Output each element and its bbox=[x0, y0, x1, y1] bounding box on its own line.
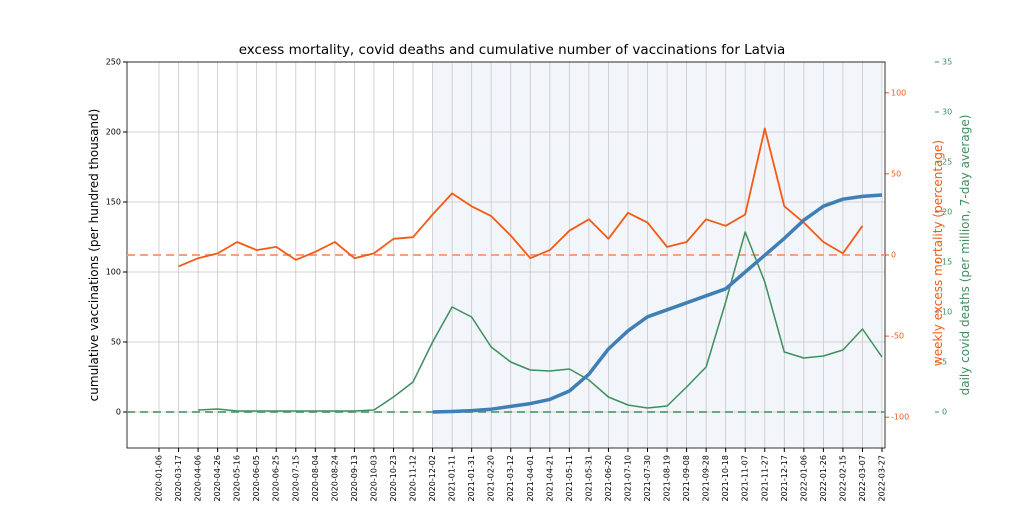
x-tick-label: 2021-11-07 bbox=[741, 455, 750, 502]
x-tick-label: 2020-06-25 bbox=[272, 455, 281, 502]
y2-tick-label: 0 bbox=[891, 251, 896, 260]
x-tick-label: 2020-08-04 bbox=[311, 455, 320, 502]
x-tick-label: 2020-10-03 bbox=[369, 455, 378, 502]
y2-axis-label: weekly excess mortality (percentage) bbox=[931, 140, 945, 366]
series-line bbox=[198, 231, 883, 412]
x-tick-label: 2021-09-08 bbox=[682, 455, 691, 502]
x-tick-label: 2022-01-06 bbox=[799, 455, 808, 502]
y3-tick-label: 10 bbox=[942, 308, 952, 317]
x-tick-label: 2020-09-13 bbox=[350, 455, 359, 502]
y3-tick-label: 15 bbox=[942, 258, 952, 267]
x-tick-label: 2020-07-15 bbox=[291, 455, 300, 502]
y2-tick-label: -50 bbox=[891, 332, 904, 341]
y3-axis-label: daily covid deaths (per million, 7-day a… bbox=[958, 115, 972, 396]
x-tick-label: 2021-10-18 bbox=[721, 455, 730, 502]
x-tick-label: 2021-02-20 bbox=[487, 455, 496, 502]
chart-title: excess mortality, covid deaths and cumul… bbox=[239, 42, 786, 58]
x-tick-label: 2022-03-27 bbox=[878, 455, 887, 502]
shaded-period bbox=[432, 62, 882, 448]
x-tick-label: 2020-04-26 bbox=[213, 455, 222, 502]
series-line bbox=[178, 127, 864, 268]
series-line bbox=[432, 193, 883, 414]
x-tick-label: 2021-08-19 bbox=[663, 455, 672, 502]
x-tick-label: 2020-01-06 bbox=[155, 455, 164, 502]
x-tick-label: 2021-06-20 bbox=[604, 455, 613, 502]
x-tick-label: 2021-05-11 bbox=[565, 455, 574, 502]
x-tick-label: 2021-07-10 bbox=[623, 455, 632, 502]
x-tick-label: 2020-12-02 bbox=[428, 455, 437, 502]
y-tick-label: 250 bbox=[106, 58, 121, 67]
y-axis-label: cumulative vaccinations (per hundred tho… bbox=[87, 109, 101, 402]
y3-tick-label: 25 bbox=[942, 158, 952, 167]
x-tick-label: 2022-02-15 bbox=[838, 455, 847, 502]
y3-tick-label: 5 bbox=[942, 358, 947, 367]
y-tick-label: 0 bbox=[116, 408, 121, 417]
x-tick-label: 2020-05-16 bbox=[233, 455, 242, 502]
y2-tick-label: -100 bbox=[891, 413, 909, 422]
x-tick-label: 2020-10-23 bbox=[389, 455, 398, 502]
y-tick-label: 50 bbox=[111, 338, 121, 347]
x-tick-label: 2020-11-12 bbox=[409, 455, 418, 502]
y-tick-label: 100 bbox=[106, 268, 121, 277]
x-tick-label: 2021-04-21 bbox=[545, 455, 554, 502]
x-tick-label: 2021-03-12 bbox=[506, 455, 515, 502]
x-tick-label: 2020-08-24 bbox=[330, 455, 339, 502]
y3-tick-label: 0 bbox=[942, 408, 947, 417]
x-tick-label: 2021-12-17 bbox=[780, 455, 789, 502]
y-tick-label: 150 bbox=[106, 198, 121, 207]
x-tick-label: 2021-01-11 bbox=[448, 455, 457, 502]
x-tick-label: 2020-04-06 bbox=[194, 455, 203, 502]
y2-tick-label: 100 bbox=[891, 88, 906, 97]
x-tick-label: 2020-06-05 bbox=[252, 455, 261, 502]
x-tick-label: 2021-11-27 bbox=[760, 455, 769, 502]
y3-tick-label: 20 bbox=[942, 208, 952, 217]
x-tick-label: 2022-03-07 bbox=[858, 455, 867, 502]
y3-tick-label: 30 bbox=[942, 108, 952, 117]
x-tick-label: 2022-01-26 bbox=[819, 455, 828, 502]
y-tick-label: 200 bbox=[106, 128, 121, 137]
y3-tick-label: 35 bbox=[942, 58, 952, 67]
x-tick-label: 2021-07-30 bbox=[643, 455, 652, 502]
x-tick-label: 2021-09-28 bbox=[702, 455, 711, 502]
x-tick-label: 2021-01-31 bbox=[467, 455, 476, 502]
x-tick-label: 2021-04-01 bbox=[526, 455, 535, 502]
y2-tick-label: 50 bbox=[891, 169, 901, 178]
x-tick-label: 2020-03-17 bbox=[174, 455, 183, 502]
x-tick-label: 2021-05-31 bbox=[584, 455, 593, 502]
